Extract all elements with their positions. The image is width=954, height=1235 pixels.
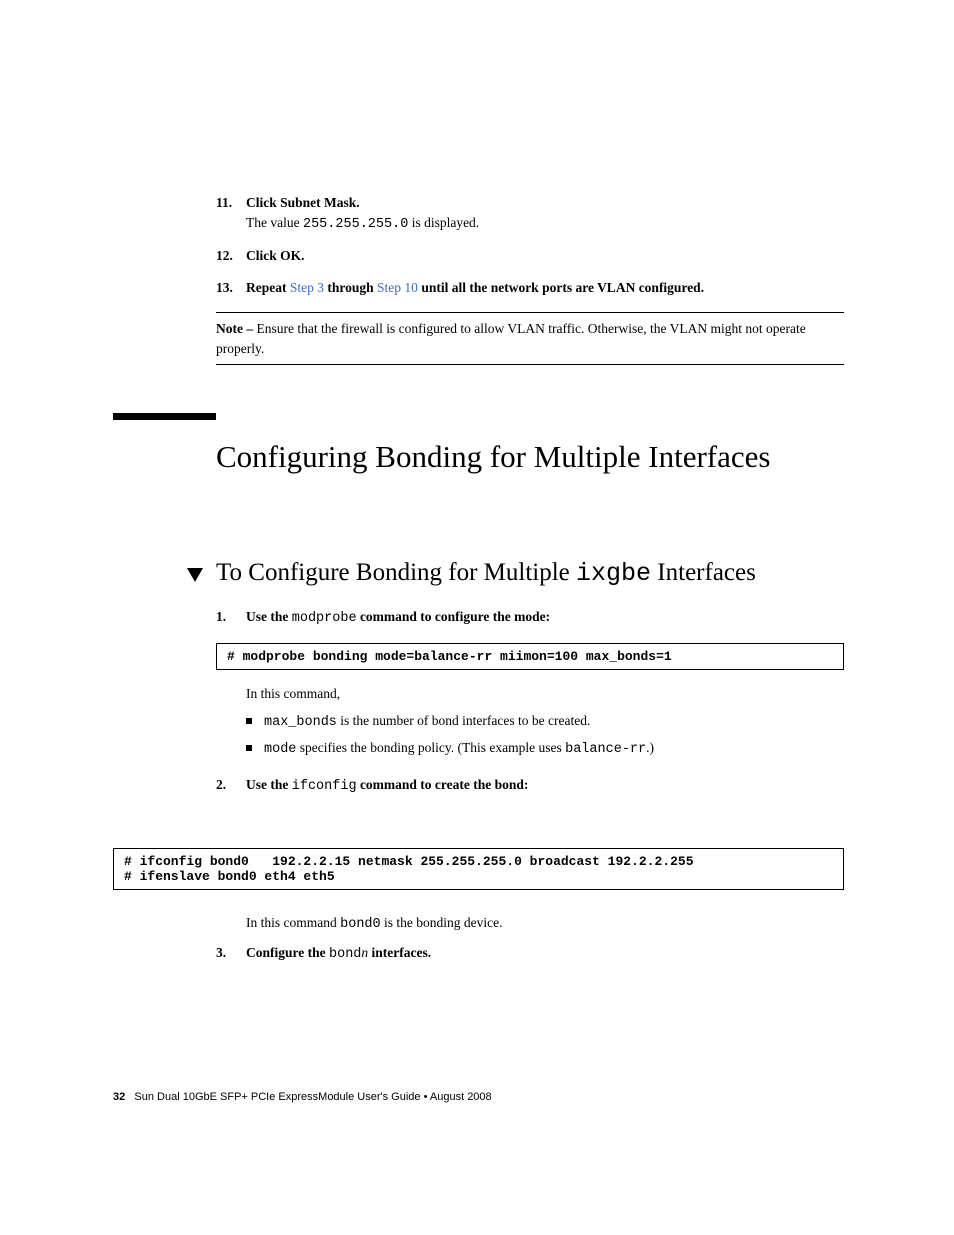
bullet-max-bonds: max_bonds is the number of bond interfac… <box>246 711 844 734</box>
code-block-ifconfig: # ifconfig bond0 192.2.2.15 netmask 255.… <box>113 848 844 890</box>
bullet-mid: specifies the bonding policy. (This exam… <box>296 740 565 755</box>
step-body-post: is displayed. <box>408 215 479 230</box>
note-label: Note – <box>216 321 257 336</box>
step-body-pre: The value <box>246 215 303 230</box>
note-box: Note – Ensure that the firewall is confi… <box>216 312 844 365</box>
footer-sep: • <box>421 1091 430 1103</box>
section-divider-bar <box>113 413 216 420</box>
bullet-post: .) <box>646 740 654 755</box>
step-code: bond <box>329 947 361 962</box>
code-block-modprobe: # modprobe bonding mode=balance-rr miimo… <box>216 643 844 670</box>
step-post: command to configure the mode: <box>357 609 551 624</box>
step-2: 2. Use the ifconfig command to create th… <box>216 775 844 797</box>
page-number: 32 <box>113 1091 125 1103</box>
step-11: 11. Click Subnet Mask. The value 255.255… <box>216 193 844 234</box>
bullet-list: max_bonds is the number of bond interfac… <box>246 711 844 761</box>
step-list-top: 11. Click Subnet Mask. The value 255.255… <box>216 193 844 365</box>
step-number: 1. <box>216 607 226 627</box>
step-post: interfaces. <box>368 945 431 960</box>
lower-content: In this command bond0 is the bonding dev… <box>216 905 844 976</box>
step-number: 13. <box>216 278 233 298</box>
step-pre: Repeat <box>246 280 290 295</box>
page-footer: 32 Sun Dual 10GbE SFP+ PCIe ExpressModul… <box>113 1091 492 1103</box>
subtitle-post: Interfaces <box>651 559 756 586</box>
step-heading: Click Subnet Mask. <box>246 195 360 210</box>
cmd-line2: # ifenslave bond0 eth4 eth5 <box>124 869 335 884</box>
subsection-title: To Configure Bonding for Multiple ixgbe … <box>216 558 844 589</box>
cmd-line1: # ifconfig bond0 192.2.2.15 netmask 255.… <box>124 854 694 869</box>
link-step10[interactable]: Step 10 <box>377 280 418 295</box>
step-post: until all the network ports are VLAN con… <box>418 280 704 295</box>
step-1: 1. Use the modprobe command to configure… <box>216 607 844 629</box>
in-this-command-1: In this command, <box>246 684 844 704</box>
step-pre: Use the <box>246 609 292 624</box>
step-code: modprobe <box>292 611 357 626</box>
step-number: 11. <box>216 193 232 213</box>
link-step3[interactable]: Step 3 <box>290 280 324 295</box>
step-number: 12. <box>216 246 233 266</box>
bullet-code: max_bonds <box>264 715 337 730</box>
step-post: command to create the bond: <box>357 777 529 792</box>
bullet-code2: balance-rr <box>565 742 646 757</box>
step-12: 12. Click OK. <box>216 246 844 266</box>
bullet-text: is the number of bond interfaces to be c… <box>337 713 590 728</box>
step-pre: Use the <box>246 777 292 792</box>
section-title: Configuring Bonding for Multiple Interfa… <box>216 438 770 475</box>
subtitle-pre: To Configure Bonding for Multiple <box>216 559 576 586</box>
step-body-code: 255.255.255.0 <box>303 217 408 232</box>
step-heading: Click OK. <box>246 248 305 263</box>
procedure-triangle-icon <box>187 568 203 582</box>
in-this-command-2: In this command bond0 is the bonding dev… <box>246 913 844 935</box>
note-text: Ensure that the firewall is configured t… <box>216 321 806 356</box>
step-number: 3. <box>216 943 226 963</box>
step-code: ifconfig <box>292 779 357 794</box>
step-mid: through <box>324 280 377 295</box>
subtitle-code: ixgbe <box>576 559 651 588</box>
subsection: To Configure Bonding for Multiple ixgbe … <box>216 558 844 809</box>
text-post: is the bonding device. <box>381 915 503 930</box>
footer-date: August 2008 <box>430 1091 492 1103</box>
step-number: 2. <box>216 775 226 795</box>
text-code: bond0 <box>340 917 381 932</box>
step-pre: Configure the <box>246 945 329 960</box>
step-13: 13. Repeat Step 3 through Step 10 until … <box>216 278 844 298</box>
footer-title: Sun Dual 10GbE SFP+ PCIe ExpressModule U… <box>134 1091 420 1103</box>
step-3: 3. Configure the bondn interfaces. <box>216 943 844 965</box>
text-pre: In this command <box>246 915 340 930</box>
bullet-mode: mode specifies the bonding policy. (This… <box>246 738 844 761</box>
code-block-wide-container: # ifconfig bond0 192.2.2.15 netmask 255.… <box>113 848 844 890</box>
bullet-code: mode <box>264 742 296 757</box>
